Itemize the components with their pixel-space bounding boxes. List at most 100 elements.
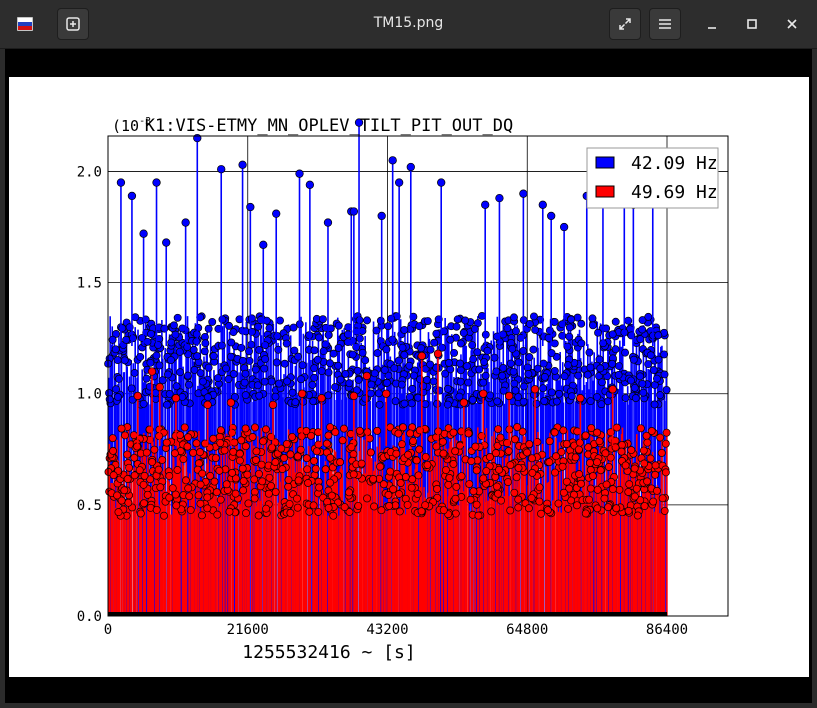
data-point — [345, 379, 354, 388]
data-point — [311, 464, 320, 473]
data-point — [432, 329, 441, 338]
data-point — [296, 445, 305, 454]
data-point — [172, 501, 181, 510]
data-point — [593, 485, 602, 494]
peak-point — [406, 162, 415, 172]
data-point — [167, 338, 176, 347]
data-point — [477, 432, 486, 440]
maximize-button[interactable] — [742, 14, 762, 34]
data-point — [370, 369, 379, 378]
data-point — [209, 352, 218, 361]
data-point — [121, 431, 129, 440]
data-point — [409, 437, 418, 445]
data-point — [326, 423, 335, 432]
data-point — [499, 364, 508, 372]
data-point — [254, 322, 263, 331]
data-point — [399, 423, 407, 432]
data-point — [490, 353, 499, 362]
data-point — [341, 369, 350, 378]
data-point — [498, 371, 507, 380]
data-point — [407, 399, 416, 408]
data-point — [293, 503, 302, 512]
data-point — [456, 366, 465, 375]
data-point — [165, 493, 174, 502]
peak-point — [295, 169, 304, 178]
data-point — [384, 322, 393, 331]
data-point — [265, 324, 274, 333]
data-point — [305, 507, 314, 516]
data-point — [201, 339, 210, 348]
data-point — [426, 345, 435, 354]
data-point — [293, 494, 301, 503]
peak-point — [388, 156, 397, 165]
data-point — [497, 496, 506, 505]
close-button[interactable] — [782, 14, 802, 34]
data-point — [630, 492, 639, 501]
fullscreen-button[interactable] — [609, 8, 641, 40]
data-point — [375, 400, 384, 409]
data-point — [573, 501, 581, 510]
data-point — [379, 480, 388, 489]
data-point — [327, 491, 336, 500]
data-point — [299, 397, 308, 406]
data-point — [627, 376, 635, 385]
data-point — [340, 503, 349, 512]
data-point — [229, 447, 238, 456]
data-point — [585, 495, 594, 504]
data-point — [139, 399, 148, 408]
data-point — [506, 506, 515, 515]
data-point — [400, 325, 409, 334]
data-point — [250, 475, 259, 484]
data-point — [315, 483, 324, 492]
data-point — [514, 358, 523, 367]
data-point — [184, 433, 193, 442]
data-point — [535, 497, 544, 506]
data-point — [423, 317, 432, 325]
app-icon-button[interactable] — [9, 8, 41, 40]
y-tick-label: 2.0 — [77, 164, 102, 180]
data-point — [274, 345, 283, 354]
minimize-button[interactable] — [702, 14, 722, 34]
data-point — [235, 456, 244, 465]
data-point — [494, 425, 503, 434]
data-point — [382, 378, 391, 387]
data-point — [523, 448, 531, 457]
data-point — [406, 429, 415, 438]
data-point — [357, 459, 366, 468]
window-title: TM15.png — [373, 15, 444, 31]
data-point — [510, 313, 518, 322]
data-point — [527, 454, 536, 463]
data-point — [276, 316, 284, 325]
peak-point — [226, 398, 236, 407]
legend-label-42: 42.09 Hz — [631, 153, 718, 174]
data-point — [439, 506, 448, 515]
data-point — [165, 390, 174, 398]
data-point — [117, 424, 126, 433]
data-point — [405, 361, 414, 370]
data-point — [313, 355, 322, 364]
data-point — [373, 426, 382, 435]
peak-point — [139, 229, 148, 238]
data-point — [638, 379, 647, 388]
legend: 42.09 Hz 49.69 Hz — [586, 147, 719, 209]
data-point — [473, 348, 482, 357]
peak-point — [530, 385, 540, 394]
data-point — [358, 348, 367, 357]
data-point — [643, 477, 652, 486]
peak-point — [272, 209, 281, 218]
data-point — [239, 477, 248, 485]
data-point — [509, 367, 518, 376]
data-point — [361, 356, 370, 365]
data-point — [277, 444, 286, 453]
data-point — [288, 388, 297, 397]
menu-button[interactable] — [649, 8, 681, 40]
data-point — [267, 481, 275, 490]
new-tab-button[interactable] — [57, 8, 89, 40]
data-point — [294, 476, 303, 485]
peak-point — [377, 211, 386, 221]
data-point — [492, 367, 501, 376]
data-point — [354, 375, 363, 384]
data-point — [583, 370, 592, 379]
data-point — [559, 426, 568, 435]
peak-point — [495, 193, 504, 203]
